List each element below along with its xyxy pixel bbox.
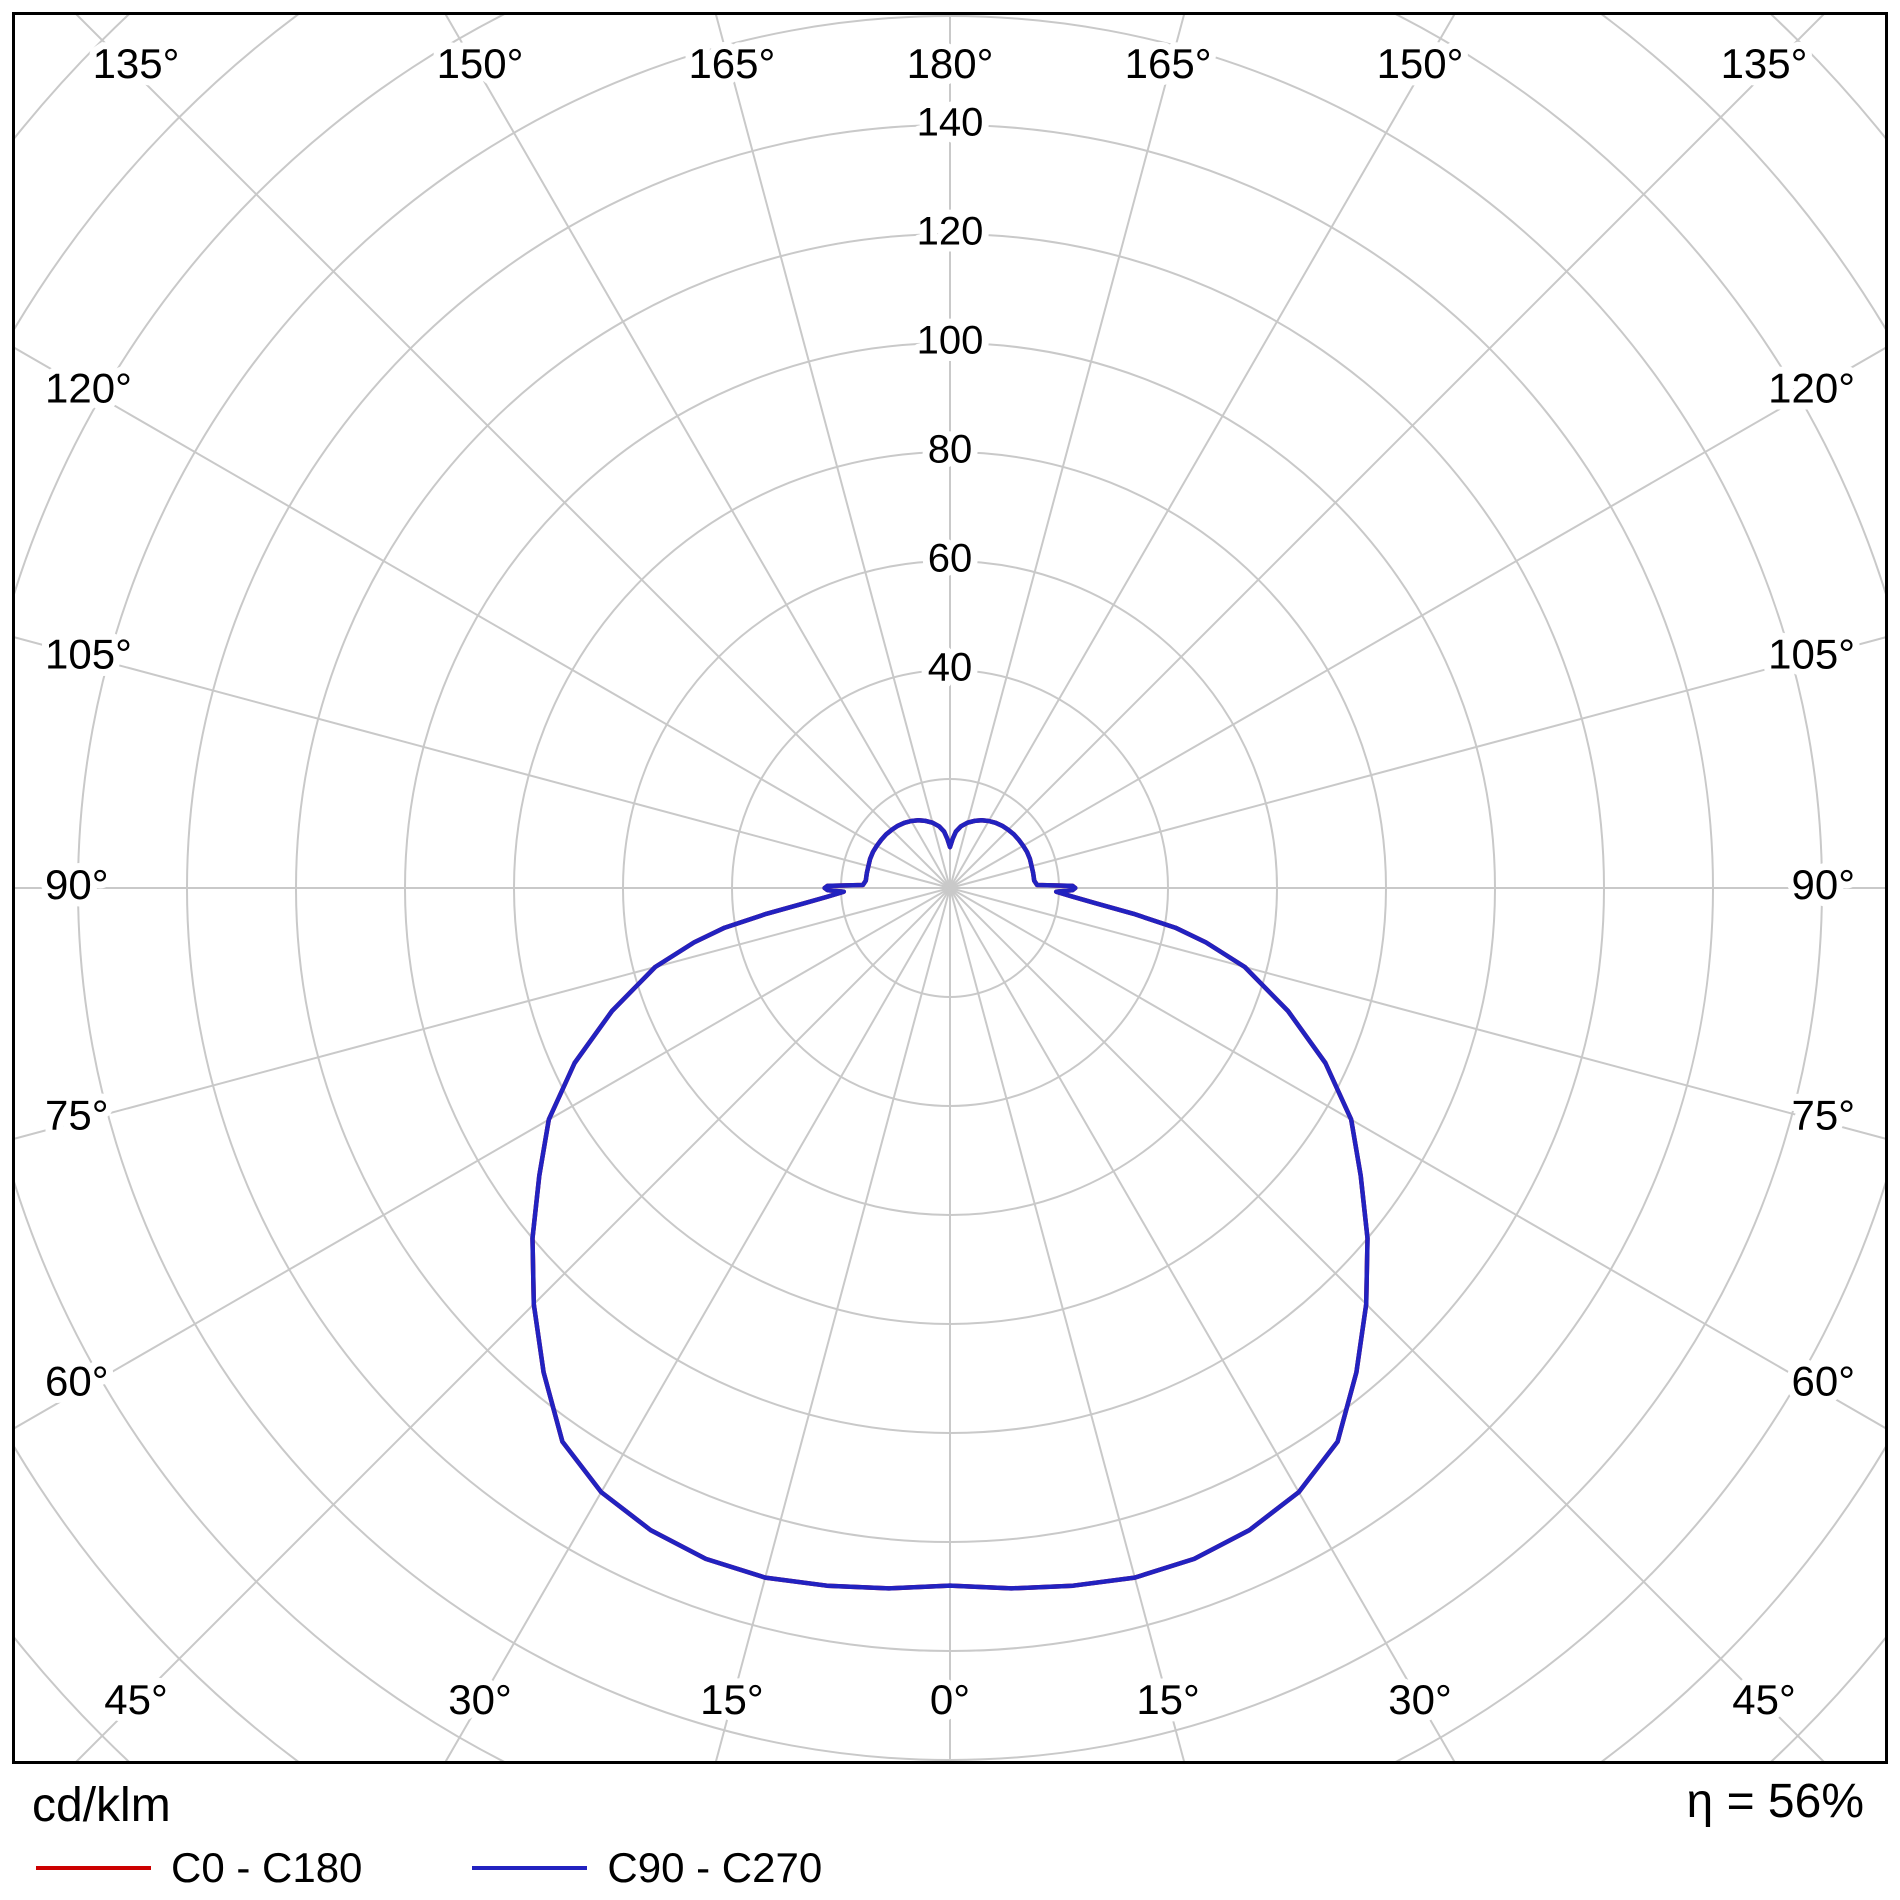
tick-label: 105° bbox=[45, 631, 132, 678]
tick-label: 150° bbox=[437, 40, 524, 87]
efficiency-label: η = 56% bbox=[1686, 1775, 1864, 1828]
tick-label: 30° bbox=[448, 1676, 512, 1723]
tick-label: 120 bbox=[917, 210, 984, 254]
tick-label: 105° bbox=[1768, 631, 1855, 678]
tick-label: 30° bbox=[1388, 1676, 1452, 1723]
tick-label: 180° bbox=[907, 40, 994, 87]
tick-label: 135° bbox=[93, 40, 180, 87]
tick-label: 60 bbox=[928, 537, 973, 581]
tick-label: 100 bbox=[917, 319, 984, 363]
intensity-curves bbox=[530, 818, 1370, 1591]
tick-label: 40 bbox=[928, 646, 973, 690]
tick-label: 45° bbox=[1732, 1676, 1796, 1723]
tick-label: 15° bbox=[1136, 1676, 1200, 1723]
legend-label-c90-c270: C90 - C270 bbox=[607, 1844, 823, 1891]
axis-labels: 40 60 80 100 120 140 0° 15° 15° 30° 30° 45° 45° 60° 60… bbox=[38, 33, 1862, 1730]
tick-label: 165° bbox=[1125, 40, 1212, 87]
tick-label: 45° bbox=[104, 1676, 168, 1723]
legend-label-c0-c180: C0 - C180 bbox=[171, 1844, 363, 1891]
tick-label: 90° bbox=[45, 861, 109, 908]
tick-label: 60° bbox=[45, 1358, 109, 1405]
tick-label: 120° bbox=[1768, 365, 1855, 412]
chart-footer: cd/klm η = 56% C0 - C180 C90 - C270 bbox=[12, 1772, 1888, 1892]
tick-label: 0° bbox=[930, 1676, 970, 1723]
units-label: cd/klm bbox=[32, 1779, 171, 1832]
tick-label: 140 bbox=[917, 101, 984, 145]
tick-label: 135° bbox=[1721, 40, 1808, 87]
polar-chart: 40 60 80 100 120 140 0° 15° 15° 30° 30° 45° 45° 60° 60… bbox=[15, 15, 1885, 1761]
tick-label: 120° bbox=[45, 365, 132, 412]
legend: C0 - C180 C90 - C270 bbox=[36, 1844, 822, 1892]
tick-label: 80 bbox=[928, 428, 973, 472]
tick-label: 75° bbox=[45, 1091, 109, 1138]
tick-label: 15° bbox=[700, 1676, 764, 1723]
curve-C90-C270 bbox=[530, 818, 1370, 1591]
tick-label: 165° bbox=[688, 40, 775, 87]
tick-label: 90° bbox=[1791, 861, 1855, 908]
chart-frame: 40 60 80 100 120 140 0° 15° 15° 30° 30° 45° 45° 60° 60… bbox=[12, 12, 1888, 1764]
tick-label: 75° bbox=[1791, 1091, 1855, 1138]
polar-grid bbox=[15, 15, 1885, 1761]
legend-line-c90-c270 bbox=[472, 1866, 588, 1870]
tick-label: 60° bbox=[1791, 1358, 1855, 1405]
tick-label: 150° bbox=[1377, 40, 1464, 87]
legend-line-c0-c180 bbox=[36, 1866, 151, 1870]
